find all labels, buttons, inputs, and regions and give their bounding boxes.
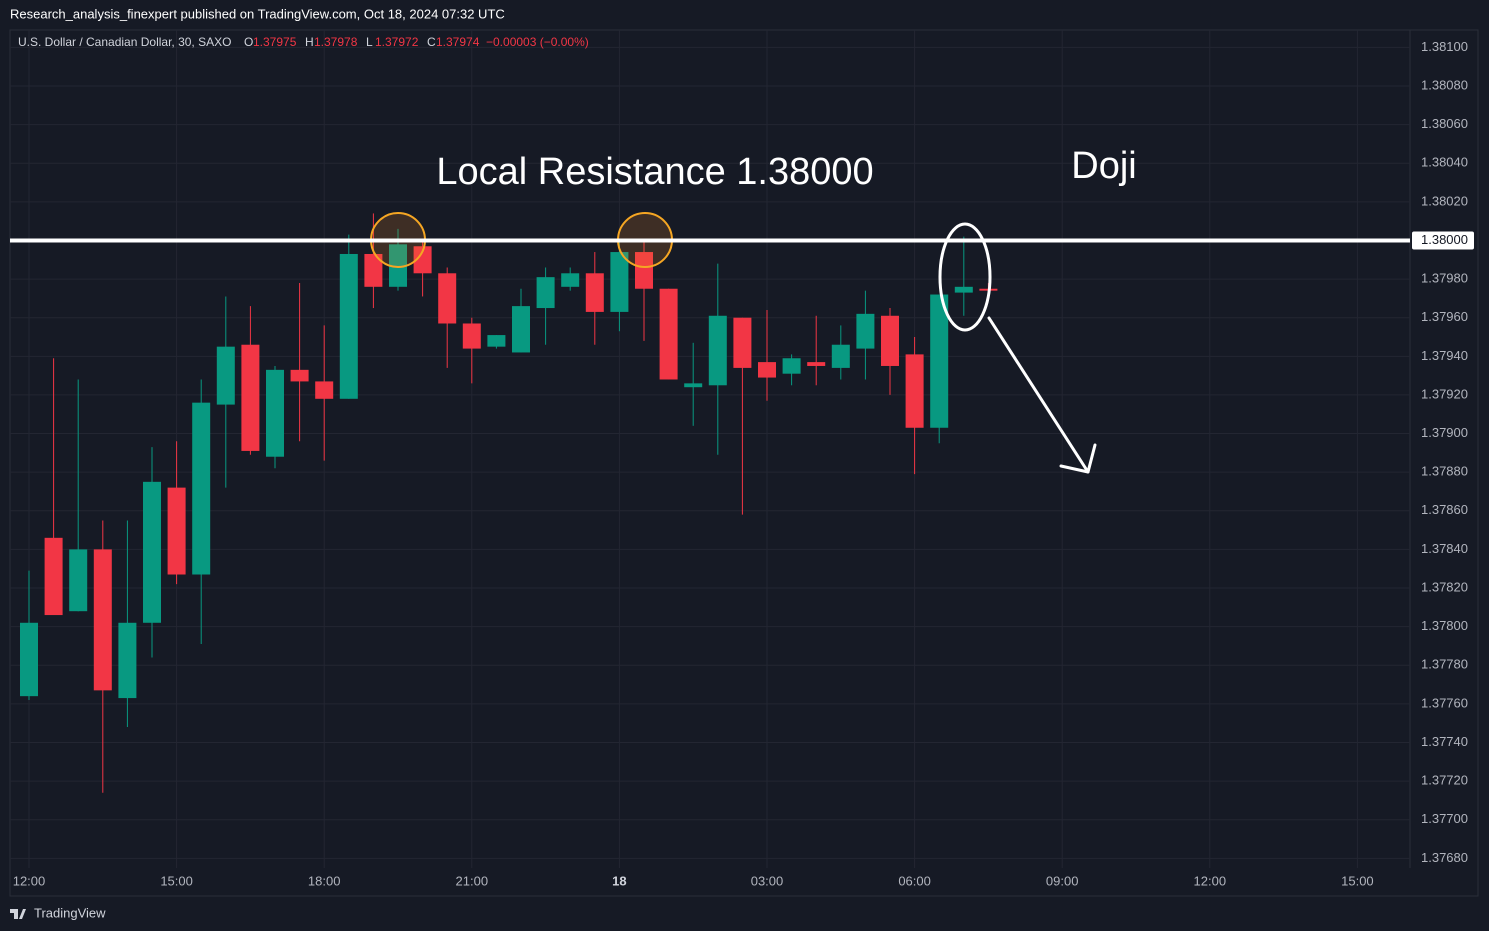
candle-body [192, 402, 211, 575]
ohlc-value: 1.37972 [375, 35, 419, 49]
candle-body [561, 273, 580, 287]
candle-body [339, 253, 358, 399]
footer-logo: TradingView [34, 905, 106, 920]
candle-body [143, 481, 161, 623]
candle-body [758, 362, 776, 378]
ohlc-legend: O 1.37975 H 1.37978 L 1.37972 C 1.37974 −0.00003… [244, 35, 589, 49]
y-tick-label: 1.37800 [1421, 618, 1468, 633]
arrow [987, 316, 1097, 474]
candle-body [266, 369, 284, 457]
y-tick-label: 1.37760 [1421, 695, 1468, 710]
x-tick-label: 09:00 [1046, 873, 1079, 888]
candle-body [536, 277, 555, 309]
candle-body [635, 252, 653, 289]
ohlc-letter: C [427, 35, 436, 49]
candle-body [438, 273, 457, 324]
ohlc-letter: L [366, 35, 373, 49]
candle-body [831, 344, 850, 368]
y-tick-label: 1.37980 [1421, 271, 1468, 286]
candle-body [389, 244, 407, 287]
candle-body [733, 317, 752, 368]
candle-body [315, 381, 334, 399]
candle-body [118, 622, 137, 699]
candle-body [905, 354, 924, 428]
x-tick-label: 15:00 [160, 873, 193, 888]
y-tick-label: 1.37780 [1421, 657, 1468, 672]
logo-icon [10, 909, 26, 919]
candle-body [44, 537, 63, 616]
symbol: U.S. Dollar / Canadian Dollar, 30, SAXO [18, 35, 231, 49]
y-tick-label: 1.38020 [1421, 193, 1468, 208]
panel-border [9, 29, 1479, 897]
y-tick-label: 1.37860 [1421, 502, 1468, 517]
candle-body [69, 549, 88, 612]
candle-body [241, 344, 260, 451]
candle-body [881, 315, 899, 366]
y-tick-label: 1.38100 [1421, 39, 1468, 54]
y-tick-label: 1.37960 [1421, 309, 1468, 324]
y-tick-label: 1.37720 [1421, 773, 1468, 788]
x-tick-label: 06:00 [898, 873, 931, 888]
y-tick-label: 1.37900 [1421, 425, 1468, 440]
y-tick-label: 1.37820 [1421, 579, 1468, 594]
candle-body [93, 549, 112, 691]
y-tick-label: 1.38040 [1421, 155, 1468, 170]
candle-body [708, 315, 727, 386]
x-tick-label: 21:00 [456, 873, 489, 888]
candle-body [930, 294, 949, 428]
candle-body [364, 253, 383, 287]
doji-ellipse [938, 222, 992, 332]
candle-body [20, 622, 38, 697]
candles [20, 213, 998, 793]
candle-body [290, 369, 309, 382]
ohlc-letter: H [305, 35, 314, 49]
candle-body [413, 246, 432, 274]
x-tick-label: 18:00 [308, 873, 341, 888]
y-tick-label: 1.37680 [1421, 850, 1468, 865]
candle-body [684, 383, 703, 388]
change: −0.00003 (−0.00%) [486, 35, 589, 49]
ohlc-value: 1.37974 [436, 35, 480, 49]
y-tick-label: 1.37880 [1421, 464, 1468, 479]
candle-body [167, 487, 186, 575]
candle-body [487, 335, 506, 347]
candle-body [216, 346, 235, 405]
x-tick-label: 12:00 [13, 873, 46, 888]
y-tick-label: 1.38080 [1421, 77, 1468, 92]
x-tick-label: 18 [612, 873, 626, 888]
x-tick-label: 12:00 [1194, 873, 1227, 888]
candle-body [512, 306, 530, 353]
candle-body [462, 323, 481, 349]
price-label: 1.38000 [1421, 232, 1468, 247]
candle-body [610, 252, 629, 312]
annotation: Doji [1071, 145, 1136, 187]
y-tick-label: 1.37920 [1421, 386, 1468, 401]
ohlc-value: 1.37975 [253, 35, 297, 49]
candle-body [807, 362, 826, 366]
candle-body [954, 286, 973, 293]
ohlc-value: 1.37978 [314, 35, 358, 49]
x-tick-label: 15:00 [1341, 873, 1374, 888]
x-tick-label: 03:00 [751, 873, 784, 888]
y-tick-label: 1.37700 [1421, 811, 1468, 826]
candle-body [856, 313, 875, 349]
candle-body [659, 288, 678, 380]
publisher: Research_analysis_finexpert published on… [10, 6, 505, 21]
ohlc-letter: O [244, 35, 253, 49]
candle-body [585, 273, 604, 312]
y-tick-label: 1.37840 [1421, 541, 1468, 556]
y-tick-label: 1.37940 [1421, 348, 1468, 363]
y-tick-label: 1.38060 [1421, 116, 1468, 131]
price-label-box [1412, 231, 1474, 250]
annotation: Local Resistance 1.38000 [436, 151, 873, 193]
candle-body [782, 358, 801, 374]
y-tick-label: 1.37740 [1421, 734, 1468, 749]
